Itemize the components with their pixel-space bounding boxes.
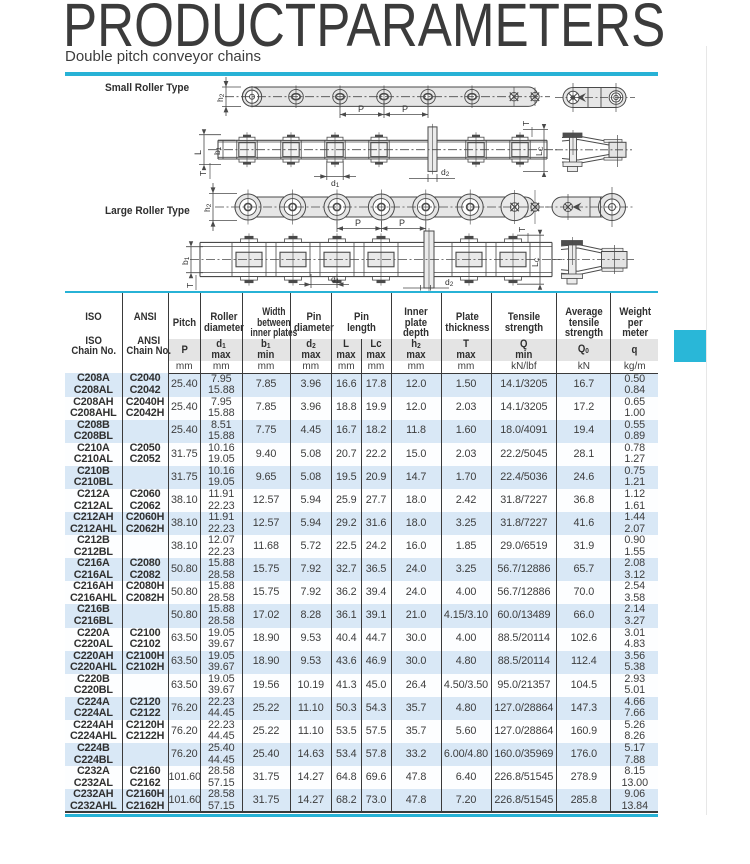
svg-text:d2: d2 [445,277,454,288]
svg-text:h2: h2 [202,203,213,212]
svg-text:L: L [193,150,203,155]
svg-text:P: P [358,104,364,114]
svg-text:b1: b1 [180,256,191,265]
svg-text:d1: d1 [331,178,340,189]
svg-text:T: T [517,227,527,232]
svg-text:P: P [402,104,408,114]
svg-text:P: P [355,218,361,228]
svg-text:P: P [399,218,405,228]
svg-text:T: T [185,283,195,288]
svg-text:T: T [521,121,531,126]
svg-text:d2: d2 [441,167,450,178]
svg-text:b1: b1 [212,146,223,155]
svg-text:T: T [198,171,208,176]
svg-text:h2: h2 [215,93,226,102]
svg-text:d1: d1 [331,274,340,285]
svg-text:LC: LC [534,146,545,156]
svg-text:LC: LC [530,257,541,267]
